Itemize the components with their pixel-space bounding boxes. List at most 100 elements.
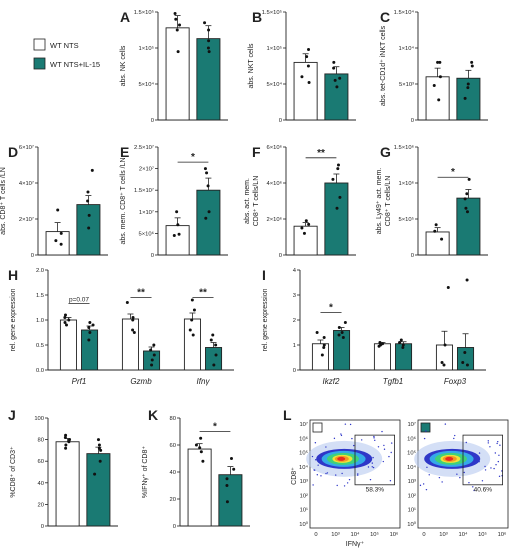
data-point (86, 199, 90, 203)
gate-box (462, 434, 503, 486)
event-dot (493, 467, 495, 470)
y-axis-label: abs. mem. CD8⁺ T cells /LN (120, 157, 127, 244)
data-point (463, 351, 467, 354)
panel-letter: J (8, 407, 16, 423)
data-point (432, 83, 436, 87)
event-dot (340, 434, 343, 437)
y-tick-label: 10⁷ (407, 421, 416, 428)
event-dot (490, 467, 492, 469)
event-dot (340, 433, 342, 435)
event-dot (381, 430, 383, 433)
data-point (88, 321, 92, 324)
y-tick-label: 10¹ (408, 508, 416, 514)
data-point (97, 446, 101, 450)
y-tick-label: 40 (38, 481, 44, 487)
data-point (99, 448, 103, 452)
x-tick-label: 10³ (439, 532, 447, 538)
y-tick-label: 4×10⁶ (267, 180, 283, 187)
data-point (465, 210, 469, 214)
event-dot (501, 470, 503, 472)
event-dot (333, 437, 336, 440)
y-axis-label: abs. tet-CD1d⁺ iNKT cells (380, 25, 387, 106)
event-dot (472, 486, 474, 488)
bar (183, 318, 201, 371)
y-tick-label: 5×10⁵ (399, 216, 415, 223)
y-tick-label: 2×10⁶ (267, 216, 283, 223)
y-tick-label: 4 (293, 268, 297, 274)
y-tick-label: 2×10⁷ (19, 216, 34, 223)
data-point (463, 96, 467, 100)
y-tick-label: 0.5 (36, 343, 44, 349)
data-point (190, 298, 194, 302)
data-point (336, 163, 340, 167)
event-dot (389, 480, 392, 482)
data-point (176, 50, 180, 54)
significance-label: p=0.07 (69, 297, 89, 304)
event-dot (314, 442, 317, 444)
panel-letter: A (120, 9, 130, 25)
significance-label: ** (317, 148, 325, 159)
data-point (98, 459, 102, 463)
data-point (331, 177, 335, 181)
data-point (97, 443, 101, 447)
x-tick-label: 10⁴ (351, 531, 360, 538)
data-point (63, 321, 67, 324)
event-dot (346, 482, 349, 484)
data-point (434, 223, 438, 227)
y-axis-label: abs. NK cells (120, 45, 127, 86)
legend: WT NTS WT NTS+IL-15 (33, 38, 100, 70)
panel-letter: B (252, 9, 262, 25)
data-point (88, 331, 92, 334)
bar (293, 225, 318, 256)
data-point (322, 346, 326, 349)
data-point (465, 192, 469, 196)
event-dot (390, 442, 393, 444)
significance-label: ** (137, 288, 145, 299)
data-point (302, 231, 306, 235)
panel-f: F 0 2×10⁶ 4×10⁶ 6×10⁶ abs. act. mem. CD8⁺ T ce… (244, 144, 356, 259)
y-axis-label: abs. CD8⁺ T cells /LN (0, 167, 7, 235)
data-point (322, 336, 326, 339)
data-point (443, 343, 447, 347)
data-point (207, 28, 211, 32)
y-tick-label: 6×10⁶ (267, 144, 283, 151)
bar (373, 343, 391, 371)
event-dot (441, 481, 443, 483)
event-dot (478, 452, 481, 454)
y-tick-label: 1.5×10⁵ (262, 9, 283, 16)
data-point (67, 318, 71, 322)
y-tick-label: 10² (408, 493, 416, 499)
event-dot (463, 471, 465, 474)
data-point (194, 443, 198, 447)
x-category-label: Tgfb1 (383, 377, 403, 386)
x-category-label: Ifnγ (197, 377, 211, 386)
data-point (199, 450, 203, 454)
event-dot (465, 441, 467, 444)
data-point (335, 85, 339, 89)
data-point (131, 318, 135, 322)
event-dot (498, 475, 501, 478)
data-point (306, 64, 310, 68)
data-point (436, 60, 440, 64)
event-dot (311, 455, 314, 458)
y-tick-label: 5×10⁴ (266, 81, 282, 88)
event-dot (367, 466, 370, 468)
data-point (178, 23, 182, 27)
y-tick-label: 2×10⁷ (139, 166, 154, 173)
data-point (87, 326, 91, 329)
data-point (300, 226, 304, 230)
event-dot (478, 460, 480, 463)
y-axis-label: CD8⁺ T cells/LN (253, 176, 260, 227)
panel-c: C 0 5×10³ 1×10⁴ 1.5×10⁴ abs. tet-CD1d⁺ iNKT c… (380, 9, 488, 124)
event-dot (425, 488, 428, 491)
panel-letter: C (380, 9, 390, 25)
event-dot (341, 472, 343, 475)
y-tick-label: 10⁷ (299, 421, 308, 428)
data-point (64, 323, 68, 327)
event-dot (325, 446, 327, 448)
density-contour (445, 456, 454, 461)
y-axis-label: rel. gene expression (262, 288, 269, 351)
data-point (467, 177, 471, 181)
y-tick-label: 0 (279, 253, 282, 259)
x-category-label: Ikzf2 (323, 377, 340, 386)
